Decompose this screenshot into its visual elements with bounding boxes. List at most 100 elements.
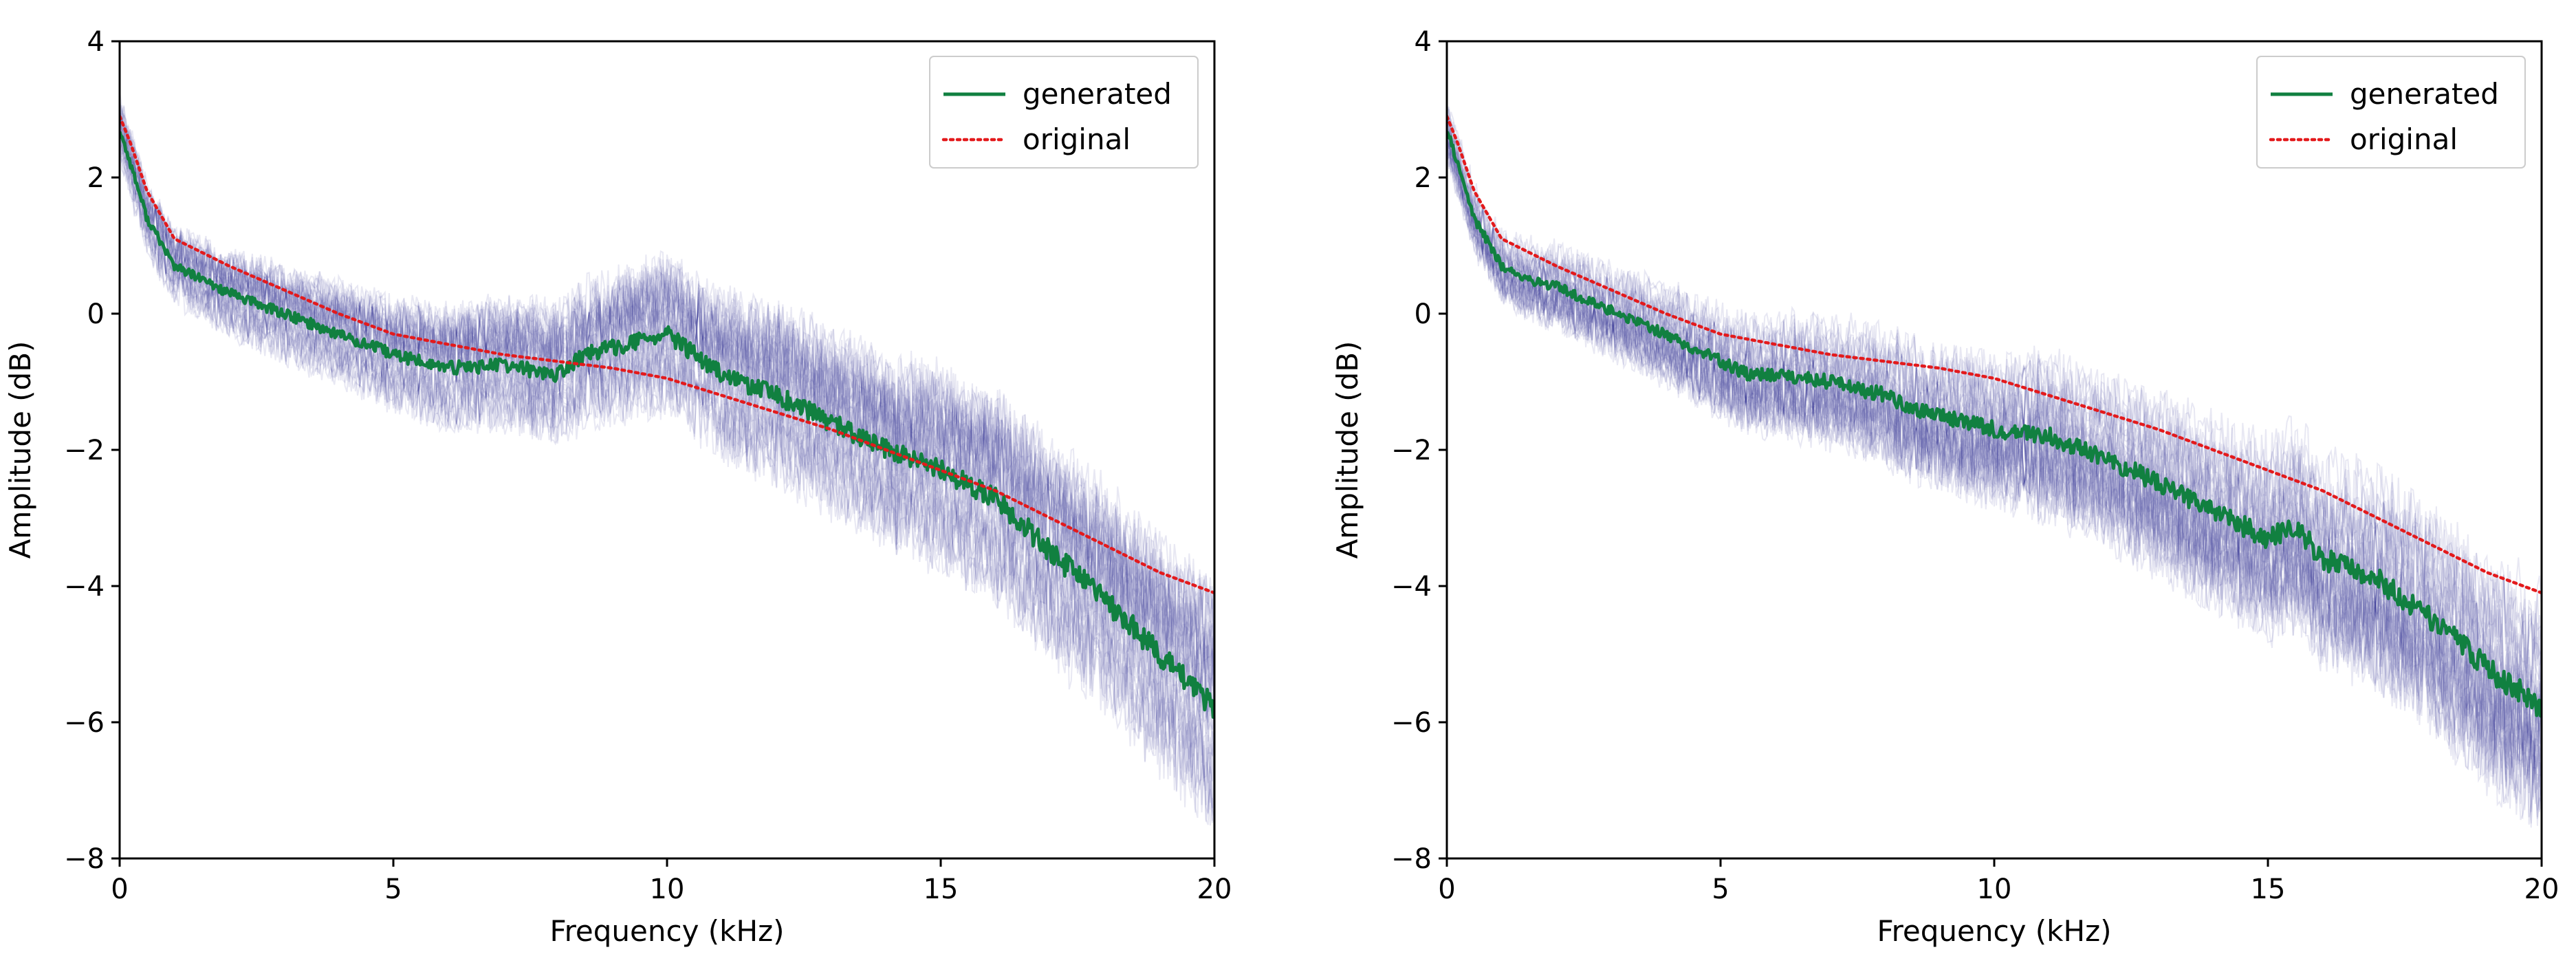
legend-box bbox=[2256, 56, 2526, 169]
y-tick-label: −6 bbox=[64, 707, 105, 739]
spectrum-line bbox=[120, 101, 1214, 662]
y-tick-label: −8 bbox=[1391, 843, 1432, 875]
spectrum-line bbox=[120, 96, 1214, 658]
spectrum-line bbox=[120, 107, 1214, 673]
spectrum-line bbox=[120, 109, 1214, 682]
x-axis-label: Frequency (kHz) bbox=[1877, 914, 2111, 948]
x-tick-label: 15 bbox=[924, 874, 959, 905]
spectrum-line bbox=[1447, 136, 2542, 796]
y-axis-label: Amplitude (dB) bbox=[1331, 341, 1364, 559]
x-axis-label: Frequency (kHz) bbox=[549, 914, 784, 948]
spectrum-line bbox=[120, 129, 1214, 709]
y-tick-label: 4 bbox=[1415, 26, 1432, 58]
spectrum-line bbox=[1447, 106, 2542, 687]
x-tick-label: 10 bbox=[1977, 874, 2012, 905]
x-tick-label: 5 bbox=[1712, 874, 1729, 905]
spectrum-line bbox=[1447, 149, 2542, 828]
spectrum-line bbox=[1447, 128, 2542, 772]
background-spectra bbox=[120, 91, 1214, 826]
spectrum-line bbox=[120, 105, 1214, 689]
y-tick-label: 2 bbox=[1415, 162, 1432, 194]
spectrum-line bbox=[120, 116, 1214, 713]
y-tick-label: 0 bbox=[87, 299, 105, 330]
x-tick-label: 5 bbox=[384, 874, 402, 905]
spectrum-line bbox=[1447, 156, 2542, 826]
spectrum-line bbox=[1447, 109, 2542, 678]
y-axis-label: Amplitude (dB) bbox=[3, 341, 37, 559]
x-tick-label: 15 bbox=[2251, 874, 2286, 905]
spectrum-line bbox=[1447, 144, 2542, 824]
x-tick-label: 10 bbox=[650, 874, 685, 905]
plot-area bbox=[120, 91, 1214, 826]
legend-label-original: original bbox=[1023, 122, 1131, 156]
spectrum-line bbox=[1447, 148, 2542, 808]
spectrum-line bbox=[120, 112, 1214, 723]
spectrum-line bbox=[120, 136, 1214, 764]
series-generated bbox=[120, 131, 1214, 719]
spectrum-line bbox=[1447, 138, 2542, 798]
y-tick-label: −4 bbox=[64, 571, 105, 603]
spectrum-line bbox=[1447, 133, 2542, 773]
spectrum-line bbox=[120, 122, 1214, 696]
spectrum-line bbox=[1447, 100, 2542, 673]
spectrum-line bbox=[1447, 120, 2542, 707]
spectrum-line bbox=[120, 125, 1214, 715]
y-tick-label: −8 bbox=[64, 843, 105, 875]
spectrum-line bbox=[120, 91, 1214, 643]
spectrum-line bbox=[120, 100, 1214, 705]
x-tick-label: 20 bbox=[2524, 874, 2559, 905]
spectrum-line bbox=[120, 104, 1214, 702]
spectrum-line bbox=[1447, 151, 2542, 810]
spectrum-line bbox=[1447, 127, 2542, 776]
x-tick-label: 20 bbox=[1197, 874, 1232, 905]
y-tick-label: 2 bbox=[87, 162, 105, 194]
legend-label-original: original bbox=[2350, 122, 2458, 156]
spectrum-line bbox=[1447, 123, 2542, 780]
spectrum-line bbox=[1447, 110, 2542, 664]
background-spectra bbox=[1447, 100, 2542, 828]
spectrum-line bbox=[120, 155, 1214, 822]
series-original bbox=[120, 114, 1214, 595]
spectrum-line bbox=[120, 111, 1214, 735]
spectrum-line bbox=[120, 138, 1214, 810]
spectrum-line bbox=[120, 142, 1214, 791]
spectrum-line bbox=[1447, 105, 2542, 669]
y-tick-label: 4 bbox=[87, 26, 105, 58]
y-tick-label: 0 bbox=[1415, 299, 1432, 330]
spectrum-line bbox=[120, 107, 1214, 726]
spectrum-line bbox=[120, 105, 1214, 645]
spectrum-line bbox=[120, 146, 1214, 825]
x-tick-label: 0 bbox=[111, 874, 128, 905]
spectrum-line bbox=[120, 127, 1214, 779]
legend-label-generated: generated bbox=[1023, 77, 1172, 111]
spectrum-line bbox=[120, 129, 1214, 742]
spectrum-line bbox=[120, 142, 1214, 826]
y-tick-label: −2 bbox=[1391, 435, 1432, 466]
spectrum-line bbox=[120, 125, 1214, 749]
plot-area bbox=[1447, 100, 2542, 828]
legend-label-generated: generated bbox=[2350, 77, 2499, 111]
spectrum-line bbox=[120, 144, 1214, 823]
series-original bbox=[1447, 114, 2542, 595]
spectrum-line bbox=[1447, 136, 2542, 812]
y-tick-label: −4 bbox=[1391, 571, 1432, 603]
spectrum-line bbox=[120, 120, 1214, 760]
spectrum-line bbox=[1447, 113, 2542, 706]
spectrum-line bbox=[1447, 140, 2542, 819]
spectrum-line bbox=[120, 110, 1214, 686]
y-tick-label: −2 bbox=[64, 435, 105, 466]
spectrum-line bbox=[1447, 146, 2542, 812]
y-tick-label: −6 bbox=[1391, 707, 1432, 739]
legend: generated original bbox=[2256, 56, 2526, 169]
spectrum-line bbox=[1447, 131, 2542, 753]
spectrum-line bbox=[120, 140, 1214, 819]
spectrum-line bbox=[1447, 107, 2542, 712]
series-generated bbox=[1447, 131, 2542, 718]
spectrum-line bbox=[120, 143, 1214, 770]
x-tick-label: 0 bbox=[1438, 874, 1455, 905]
legend-box bbox=[929, 56, 1199, 169]
